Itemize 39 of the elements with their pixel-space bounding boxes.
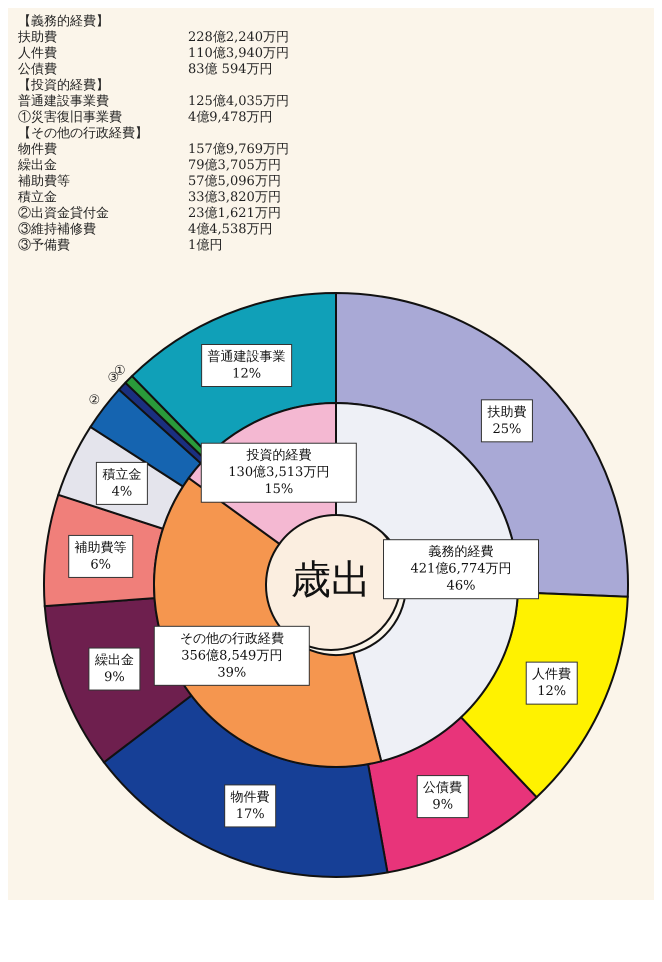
text: 人件費 110億3,940万円 [18, 46, 290, 61]
data-label: 25% [492, 422, 522, 437]
text: 補助費等 57億5,096万円 [18, 174, 281, 189]
slice-label: 人件費 [532, 667, 572, 682]
text: 物件費 157億9,769万円 [18, 142, 290, 157]
text: 【その他の行政経費】 [18, 126, 149, 142]
slice-label: 積立金 [102, 466, 142, 482]
text: 普通建設事業費 125億4,035万円 [18, 94, 290, 109]
data-label: 12% [232, 366, 262, 382]
data-label: 421億6,774万円 46% [410, 562, 512, 594]
text: 積立金 33億3,820万円 [18, 190, 281, 205]
data-label: 4% [112, 484, 132, 500]
text: ①災害復旧事業費 4億9,478万円 [18, 110, 272, 125]
text: ②出資金貸付金 23億1,621万円 [18, 206, 281, 221]
slice-label: 普通建設事業 [208, 348, 286, 364]
text: 扶助費 228億2,240万円 [18, 30, 290, 45]
slice-label: 公債費 [423, 780, 462, 796]
text: 公債費 83億 594万円 [18, 62, 272, 77]
slice-label: 物件費 [230, 790, 270, 805]
data-label: 6% [90, 557, 112, 572]
text: 繰出金 79億3,705万円 [18, 158, 281, 173]
slice-label: 扶助費 [486, 404, 526, 420]
slice-label: 繰出金 [94, 653, 134, 668]
data-label: 9% [104, 670, 125, 686]
slice-label: ② [88, 392, 100, 408]
slice-label: その他の行政経費 [180, 631, 284, 646]
text: 歳出 [291, 557, 371, 603]
data-label: 17% [236, 806, 265, 822]
slice-label: 補助費等 [74, 540, 127, 556]
data-label: 130億3,513万円 15% [228, 465, 330, 498]
text: ③維持補修費 4億4,538万円 [18, 222, 272, 237]
slice-label: 義務的経費 [428, 544, 494, 560]
text: ③予備費 1億円 [18, 238, 222, 253]
data-label: 9% [432, 798, 454, 813]
text: 【義務的経費】 [18, 14, 110, 30]
data-label: 12% [537, 684, 566, 700]
text: 【投資的経費】 [18, 78, 110, 94]
data-label: 356億8,549万円 39% [181, 648, 282, 680]
slice-label: 投資的経費 [245, 448, 312, 464]
